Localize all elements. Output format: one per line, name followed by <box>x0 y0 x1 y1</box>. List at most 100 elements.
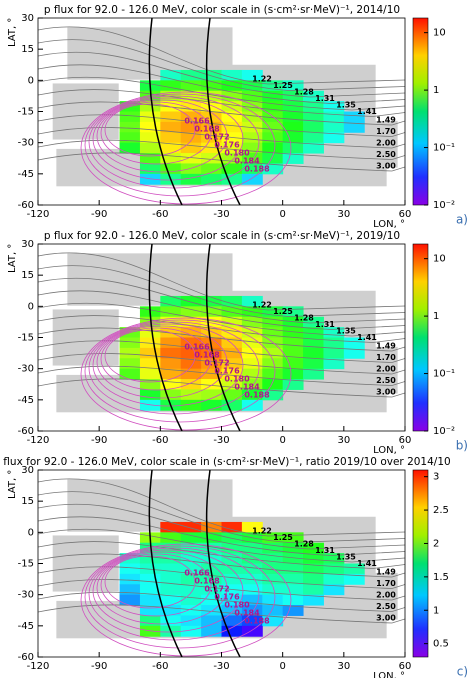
x-tick-label: -120 <box>27 435 50 446</box>
b-contour <box>84 545 276 649</box>
heat-cell <box>282 358 304 370</box>
heat-cell <box>180 615 202 627</box>
heat-cell <box>241 90 263 102</box>
heat-cell <box>139 573 161 585</box>
heat-cell <box>241 542 263 554</box>
b-contour <box>92 97 244 181</box>
heat-cell <box>180 121 202 133</box>
l-shell-line <box>38 591 405 612</box>
heat-cell <box>160 121 182 133</box>
b-contour <box>96 551 228 625</box>
l-shell-label: 3.00 <box>376 162 396 171</box>
heat-cell <box>139 379 161 390</box>
heat-cell <box>180 163 202 175</box>
heat-cell <box>323 337 345 349</box>
heat-cell <box>221 121 243 133</box>
heat-cell <box>119 594 141 606</box>
heat-cell <box>201 153 222 164</box>
heat-cell <box>160 295 182 307</box>
heat-cell <box>201 306 222 318</box>
heat-cell <box>303 584 324 596</box>
y-tick-label: -60 <box>18 426 34 437</box>
b-contour <box>104 329 196 383</box>
b-label: 0.176 <box>214 593 240 602</box>
l-shell-line <box>38 139 405 160</box>
l-shell-label: 1.35 <box>336 553 356 562</box>
heat-cell <box>201 358 222 370</box>
heat-cell <box>323 584 345 596</box>
l-shell-label: 1.49 <box>376 116 396 125</box>
heat-cell <box>201 605 222 616</box>
b-label: 0.188 <box>244 165 270 174</box>
heat-cell <box>119 111 141 123</box>
heat-cell <box>180 153 202 164</box>
heat-cell <box>241 132 263 144</box>
colorbar-tick-label: 10⁻² <box>433 200 455 211</box>
heat-cell <box>241 173 263 185</box>
b-contour <box>96 325 228 399</box>
heat-cell <box>221 80 243 92</box>
heat-cell <box>323 553 345 564</box>
b-contour <box>92 323 244 407</box>
colorbar-tick-label: 10⁻¹ <box>433 369 455 380</box>
heat-cell <box>262 584 284 596</box>
y-tick-label: 0 <box>28 75 34 86</box>
heat-cell <box>221 316 243 328</box>
heat-cell <box>180 173 202 185</box>
heat-cell <box>180 605 202 616</box>
colorbar-tick-label: 10⁻¹ <box>433 143 455 154</box>
heat-cell <box>241 521 263 533</box>
heat-cell <box>303 347 324 359</box>
l-shell-label: 2.00 <box>376 139 396 148</box>
heat-cell <box>241 368 263 380</box>
l-shell-line <box>38 516 405 556</box>
heat-cell <box>343 573 365 585</box>
b-label: 0.188 <box>244 617 270 626</box>
l-shell-label: 2.00 <box>376 591 396 600</box>
heat-cell <box>282 542 304 554</box>
y-tick-label: 30 <box>21 465 34 476</box>
heat-cell <box>282 316 304 328</box>
b-contour <box>80 91 292 205</box>
heat-cell <box>160 532 182 544</box>
l-shell-label: 2.50 <box>376 150 396 159</box>
l-shell-label: 1.35 <box>336 327 356 336</box>
heat-cell <box>160 80 182 92</box>
heat-cell <box>262 316 284 328</box>
heat-cell <box>282 111 304 123</box>
heat-cell <box>180 358 202 370</box>
heat-cell <box>303 132 324 144</box>
heat-cell <box>180 553 202 564</box>
colorbar-tick-label: 2.5 <box>433 505 449 516</box>
heat-cell <box>201 521 222 533</box>
black-line <box>148 18 183 205</box>
plot-area <box>38 470 405 657</box>
b-contour <box>104 555 196 609</box>
l-shell-label: 1.31 <box>315 94 335 103</box>
heat-cell <box>282 80 304 92</box>
y-axis-label: LAT, ° <box>7 244 18 273</box>
heat-cell <box>303 121 324 133</box>
heat-cell <box>262 90 284 102</box>
colorbar-tick-label: 2 <box>433 538 439 549</box>
heat-cell <box>160 368 182 380</box>
heat-cell <box>119 132 141 144</box>
l-shell-line <box>38 51 405 98</box>
l-shell-label: 1.22 <box>252 75 272 84</box>
heat-cell <box>241 584 263 596</box>
heat-cell <box>241 316 263 328</box>
heat-cell <box>201 316 222 328</box>
heat-cell <box>303 337 324 349</box>
heat-cell <box>282 594 304 606</box>
heat-cell <box>201 615 222 627</box>
heat-cell <box>282 306 304 318</box>
heat-cell <box>180 379 202 390</box>
heat-cell <box>119 368 141 380</box>
heat-cell <box>139 563 161 575</box>
heat-cell <box>119 563 141 575</box>
heat-cell <box>139 101 161 112</box>
colorbar <box>412 469 429 658</box>
heat-cell <box>139 368 161 380</box>
x-tick-label: 30 <box>337 435 350 446</box>
heat-cell <box>160 594 182 606</box>
